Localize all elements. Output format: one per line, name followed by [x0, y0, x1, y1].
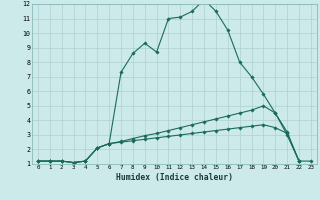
- X-axis label: Humidex (Indice chaleur): Humidex (Indice chaleur): [116, 173, 233, 182]
